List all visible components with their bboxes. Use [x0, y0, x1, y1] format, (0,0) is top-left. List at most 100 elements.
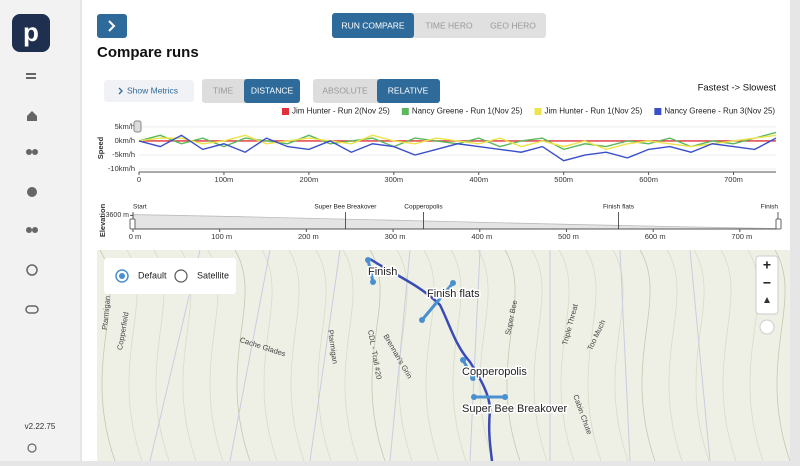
- x-tick-label: 100m: [215, 175, 234, 184]
- contour: [693, 249, 710, 462]
- legend-label: Jim Hunter - Run 1(Nov 25): [545, 107, 643, 116]
- toggle[interactable]: TIME: [213, 85, 234, 95]
- contour: [261, 249, 278, 462]
- contour: [396, 249, 413, 462]
- range-handle[interactable]: [775, 218, 782, 230]
- contour: [477, 249, 494, 462]
- logo[interactable]: [12, 14, 50, 52]
- legend-swatch: [534, 108, 542, 115]
- expand-button[interactable]: [97, 14, 127, 38]
- contour: [639, 249, 656, 462]
- y-tick-label: -5km/h: [112, 150, 135, 159]
- contours: [99, 249, 791, 462]
- charts: 5km/h 0km/h -5km/h -10km/h0 100m 200m 300m 400m…: [96, 107, 782, 241]
- trail: [229, 249, 271, 462]
- contour: [234, 249, 251, 462]
- zoom-control: [755, 255, 779, 315]
- waypoint-label: Finish flats: [427, 288, 480, 300]
- trail: [469, 249, 481, 462]
- radio-selected[interactable]: [115, 269, 129, 283]
- y-axis-label: Elevation: [98, 203, 107, 237]
- zoom-out[interactable]: −: [763, 275, 771, 291]
- x-tick-label: 600m: [639, 175, 658, 184]
- x-tick-label: 400m: [469, 175, 488, 184]
- contour: [666, 249, 683, 462]
- waypoint-label: Copperopolis: [462, 366, 527, 378]
- zoom-in[interactable]: +: [763, 257, 771, 273]
- tab[interactable]: RUN COMPARE: [341, 20, 404, 30]
- marker-label: Super Bee Breakover: [314, 204, 377, 211]
- y-tick-label: 0km/h: [115, 136, 135, 145]
- series-line: [138, 134, 777, 151]
- legend-swatch: [401, 108, 409, 115]
- toggle[interactable]: RELATIVE: [388, 85, 429, 95]
- tab-active[interactable]: [332, 13, 414, 38]
- tab[interactable]: TIME HERO: [425, 20, 473, 30]
- x-tick-label: 700m: [724, 175, 743, 184]
- logo-mark: p: [23, 17, 39, 47]
- sort-label: Fastest -> Slowest: [698, 83, 777, 94]
- map: Finish Finish flats Copperopolis Super B…: [97, 249, 791, 462]
- contour: [504, 249, 521, 462]
- reset-button[interactable]: [759, 319, 775, 335]
- x-tick-label: 0: [137, 175, 141, 184]
- radio[interactable]: [174, 269, 188, 283]
- legend-label: Nancy Greene - Run 1(Nov 25): [412, 107, 523, 116]
- y-tick-label: 3600 m: [106, 212, 130, 219]
- x-tick-label: 600 m: [645, 232, 666, 241]
- marker-label: Start: [133, 204, 147, 211]
- contour: [315, 249, 332, 462]
- x-tick-label: 400 m: [471, 232, 492, 241]
- contour: [288, 249, 305, 462]
- route: [369, 257, 494, 462]
- legend-label: Jim Hunter - Run 2(Nov 25): [292, 107, 390, 116]
- x-tick-label: 500 m: [558, 232, 579, 241]
- toggle[interactable]: ABSOLUTE: [322, 85, 368, 95]
- compass[interactable]: [764, 297, 770, 303]
- marker-label: Copperopolis: [404, 204, 443, 211]
- page-title: Compare runs: [97, 44, 199, 61]
- chevron: [118, 87, 123, 95]
- x-tick-label: 500m: [554, 175, 573, 184]
- chevron: [108, 20, 116, 32]
- contour: [558, 249, 575, 462]
- contour: [720, 249, 737, 462]
- contour: [342, 249, 359, 462]
- x-tick-label: 200 m: [298, 232, 319, 241]
- layer-option[interactable]: Satellite: [197, 270, 229, 280]
- x-tick-label: 100 m: [211, 232, 232, 241]
- contour: [774, 249, 791, 462]
- waypoint-label: Finish: [368, 266, 397, 278]
- gates: [366, 259, 505, 399]
- plot-area: [139, 124, 776, 172]
- y-tick-label: 5km/h: [115, 122, 135, 131]
- trail: [309, 249, 341, 462]
- contour: [369, 249, 386, 462]
- marker-label: Finish: [761, 204, 779, 211]
- range-handle[interactable]: [133, 120, 142, 133]
- legend-swatch: [654, 108, 662, 115]
- contour: [585, 249, 602, 462]
- layer-panel: [104, 258, 236, 294]
- toggle-active[interactable]: [377, 79, 440, 103]
- toggle[interactable]: DISTANCE: [251, 85, 294, 95]
- x-tick-label: 300m: [384, 175, 403, 184]
- sidebar: [0, 0, 80, 461]
- range-handle[interactable]: [129, 218, 136, 230]
- radio-dot: [119, 273, 125, 279]
- waypoint-label: Super Bee Breakover: [462, 403, 568, 415]
- layer-option[interactable]: Default: [138, 270, 167, 280]
- gate-ends: [365, 257, 508, 400]
- nav-icons[interactable]: [25, 73, 39, 453]
- show-metrics-button[interactable]: [104, 80, 194, 102]
- tab[interactable]: GEO HERO: [490, 20, 536, 30]
- x-tick-label: 200m: [299, 175, 318, 184]
- toggle-active[interactable]: [244, 79, 300, 103]
- series-line: [138, 134, 777, 162]
- x-tick-label: 0 m: [129, 232, 142, 241]
- show-metrics[interactable]: Show Metrics: [127, 85, 178, 95]
- contour: [423, 249, 440, 462]
- y-axis-label: Speed: [96, 136, 105, 159]
- x-tick-label: 300 m: [385, 232, 406, 241]
